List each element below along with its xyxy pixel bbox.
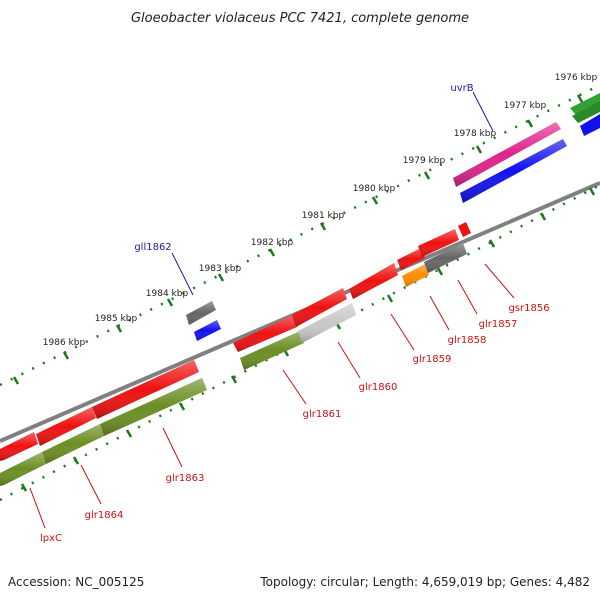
tick-label: 1976 kbp <box>555 73 598 83</box>
tick-label: 1979 kbp <box>403 156 446 166</box>
map-title: Gloeobacter violaceus PCC 7421, complete… <box>131 11 469 26</box>
gene-feature-blue[interactable] <box>580 114 600 136</box>
forward-genes <box>186 93 600 341</box>
label-leader <box>171 252 194 296</box>
gene-label-gsr1856[interactable]: gsr1856 <box>508 303 549 314</box>
gene-feature-green[interactable] <box>570 93 600 115</box>
gene-label-glr1861[interactable]: glr1861 <box>303 409 342 420</box>
tick-label: 1986 kbp <box>43 338 86 348</box>
tick-label: 1980 kbp <box>353 184 396 194</box>
reverse-genes <box>0 222 471 486</box>
tick-label: 1985 kbp <box>95 314 138 324</box>
gene-label-glr1857[interactable]: glr1857 <box>479 319 518 330</box>
gene-label-glr1859[interactable]: glr1859 <box>413 354 452 365</box>
gene-label-glr1863[interactable]: glr1863 <box>166 473 205 484</box>
tick-label: 1984 kbp <box>146 289 189 299</box>
tick-label: 1983 kbp <box>199 264 242 274</box>
gene-label-glr1858[interactable]: glr1858 <box>448 335 487 346</box>
inner-tick-track <box>0 183 600 502</box>
tick-label: 1978 kbp <box>454 129 497 139</box>
gene-label-glr1864[interactable]: glr1864 <box>85 510 124 521</box>
accession-text: Accession: NC_005125 <box>8 575 144 589</box>
inner-major-ticks <box>20 187 596 492</box>
gene-feature-gsr1856[interactable] <box>458 222 471 237</box>
tick-label: 1981 kbp <box>302 211 345 221</box>
label-leader <box>472 91 494 132</box>
outer-major-ticks <box>12 94 584 385</box>
gene-label-gll1862[interactable]: gll1862 <box>134 242 171 253</box>
gene-label-glr1860[interactable]: glr1860 <box>359 382 398 393</box>
tick-label: 1977 kbp <box>504 101 547 111</box>
topology-summary: Topology: circular; Length: 4,659,019 bp… <box>259 575 590 589</box>
gene-label-lpxC[interactable]: lpxC <box>40 533 62 544</box>
gene-label-uvrB[interactable]: uvrB <box>450 83 473 94</box>
gene-feature-green[interactable] <box>572 101 600 123</box>
tick-label: 1982 kbp <box>251 238 294 248</box>
reverse-label-leaders <box>29 263 515 529</box>
